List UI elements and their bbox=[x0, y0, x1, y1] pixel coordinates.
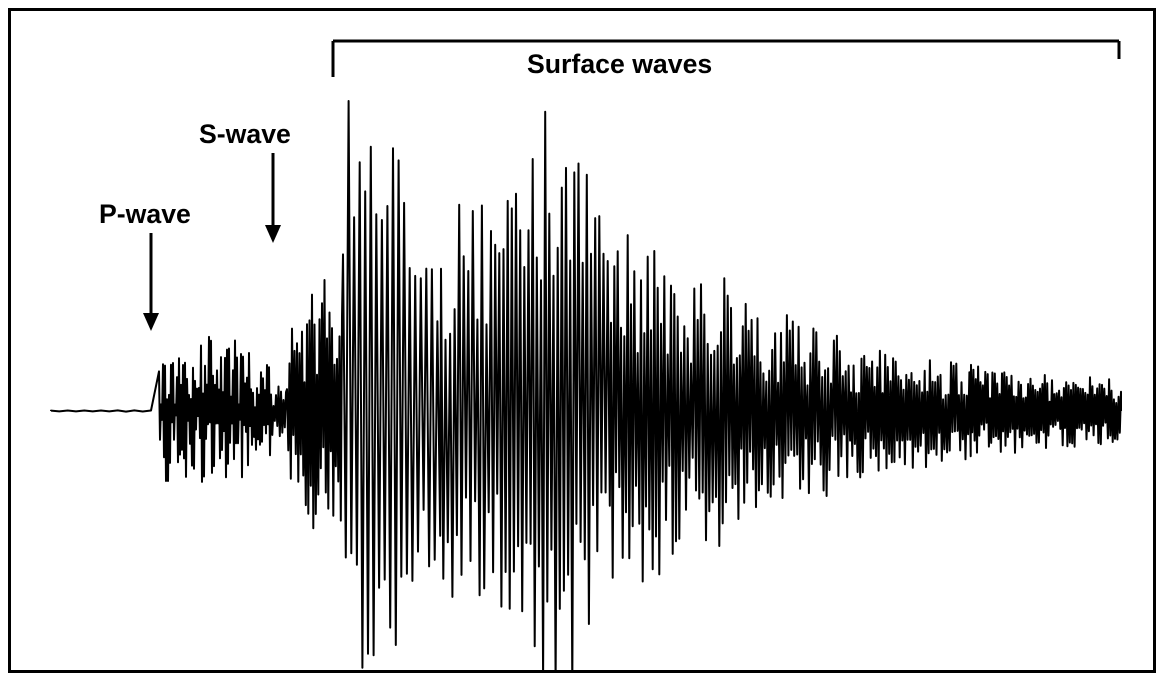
seismogram-svg bbox=[11, 11, 1153, 670]
surface-waves-bracket bbox=[333, 41, 1119, 77]
p-wave-arrow bbox=[143, 233, 159, 331]
seismogram-trace bbox=[51, 101, 1121, 670]
s-wave-arrow bbox=[265, 153, 281, 243]
figure-frame: P-wave S-wave Surface waves bbox=[8, 8, 1156, 673]
